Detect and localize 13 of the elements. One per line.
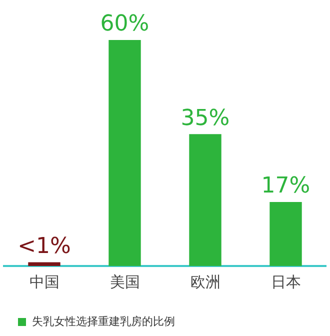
data-label: <1% (18, 234, 71, 259)
x-tick-label: 美国 (110, 272, 140, 291)
data-label: 17% (261, 174, 310, 199)
bar (108, 40, 141, 266)
legend-label: 失乳女性选择重建乳房的比例 (32, 314, 175, 329)
x-tick-label: 中国 (29, 272, 60, 291)
data-label: 35% (180, 106, 230, 131)
x-tick-label: 欧洲 (190, 272, 220, 291)
data-label: 60% (100, 12, 150, 37)
x-tick-label: 日本 (270, 272, 301, 291)
bar (270, 202, 302, 266)
bar (189, 134, 222, 266)
bar (28, 262, 60, 266)
